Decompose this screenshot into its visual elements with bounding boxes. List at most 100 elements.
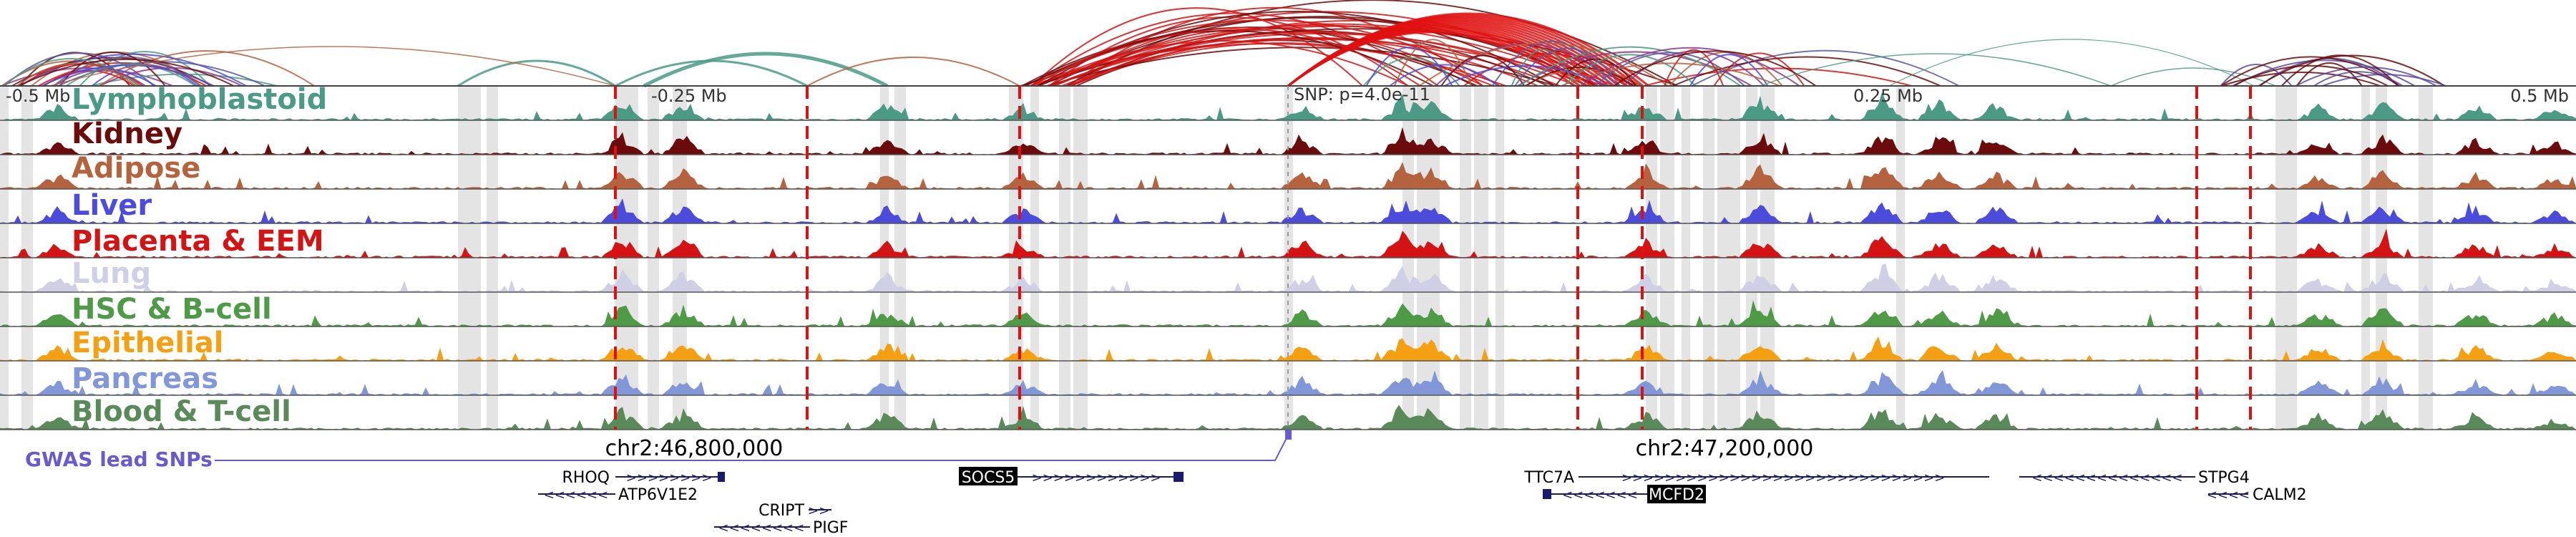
loop-arc-113 — [2321, 74, 2446, 87]
exon-mcfd2 — [1543, 489, 1551, 499]
loop-arc-75 — [1526, 66, 1634, 87]
loop-arc-87 — [1517, 51, 1752, 87]
gene-pigf: <<<<<<<< PIGF — [714, 519, 848, 537]
loop-arc-42 — [1065, 0, 1678, 87]
loop-arc-14 — [98, 50, 315, 87]
loop-arc-46 — [1020, 39, 1605, 87]
signal-2 — [0, 162, 2576, 189]
gene-label-bg-mcfd2 — [1647, 485, 1706, 503]
loop-arc-95 — [1394, 39, 1473, 87]
strand-arrows-cript: >> — [808, 503, 829, 518]
loop-arc-22 — [19, 58, 235, 87]
gene-annotations: RHOQ >>>>>>>> <<<<<< ATP6V1E2 CRIPT >> <… — [538, 467, 2307, 537]
track-label-lung: Lung — [72, 257, 151, 290]
axis-right-label: 0.5 Mb — [2510, 86, 2569, 106]
snp-pvalue-label: SNP: p=4.0e-11 — [1294, 84, 1430, 105]
loop-arc-117 — [2313, 71, 2404, 87]
gene-mcfd2: <<<<<<< MCFD2 — [1543, 485, 1706, 504]
gene-label-ttc7a: TTC7A — [1523, 469, 1574, 487]
loop-arc-47 — [1071, 29, 1421, 87]
loop-arc-94 — [1623, 50, 1765, 87]
strand-arrows-pigf: <<<<<<<< — [718, 521, 805, 536]
chromatin-loop-arcs — [1, 0, 2446, 88]
snp-marker-lines — [614, 86, 2252, 430]
distance-axis: -0.5 Mb -0.25 Mb SNP: p=4.0e-11 0.25 Mb … — [6, 84, 2569, 106]
loop-arc-24 — [41, 64, 215, 87]
loop-arc-10 — [19, 53, 247, 87]
loop-arc-52 — [1036, 40, 1409, 87]
loop-arc-91 — [1365, 47, 1453, 87]
loop-arc-116 — [2280, 54, 2399, 87]
axis-left-label: -0.5 Mb — [6, 86, 70, 106]
gwas-label: GWAS lead SNPs — [25, 448, 213, 471]
track-label-pancreas: Pancreas — [72, 362, 218, 395]
loop-arc-98 — [1689, 54, 1769, 87]
coordinate-right: chr2:47,200,000 — [1636, 436, 1814, 461]
axis-mid-right-label: 0.25 Mb — [1853, 86, 1923, 106]
loop-arc-101 — [1580, 47, 1800, 87]
loop-arc-20 — [54, 69, 146, 87]
signal-8 — [0, 369, 2576, 395]
loop-arc-96 — [1672, 56, 1941, 87]
signal-3 — [0, 198, 2576, 223]
track-label-lymphoblastoid: Lymphoblastoid — [72, 83, 327, 116]
gene-label-pigf: PIGF — [813, 519, 848, 537]
loop-arc-93 — [1594, 52, 1745, 87]
loop-arc-25 — [457, 59, 616, 87]
loop-arc-29 — [49, 46, 616, 87]
gwas-snp-marker — [1285, 430, 1292, 440]
track-label-hsc-bcell: HSC & B-cell — [72, 293, 272, 326]
gene-socs5: SOCS5 >>>>>>>>>>>> — [959, 467, 1184, 487]
loop-arc-110 — [2221, 71, 2381, 87]
loop-arc-90 — [1518, 46, 1741, 87]
loop-arc-105 — [2110, 67, 2276, 87]
strand-arrows-atp6v1e2: <<<<<< — [544, 488, 609, 503]
gwas-connector-line — [215, 435, 1289, 461]
signal-5 — [0, 263, 2576, 292]
strand-arrows-rhoq: >>>>>>>> — [626, 470, 713, 485]
loop-arc-6 — [1, 67, 173, 87]
track-label-liver: Liver — [72, 189, 152, 222]
strand-arrows-mcfd2: <<<<<<< — [1562, 488, 1638, 503]
loop-arc-103 — [1613, 50, 1817, 87]
loop-arc-13 — [99, 67, 243, 87]
loop-arc-43 — [1038, 24, 1596, 87]
gene-ttc7a: TTC7A >>>>>>>>>>>>>>>>>>>>>>>>>>>>>> — [1523, 469, 1989, 487]
loop-arc-23 — [66, 63, 196, 87]
track-label-epithelial: Epithelial — [72, 326, 224, 359]
gene-label-stpg4: STPG4 — [2198, 469, 2250, 487]
strand-arrows-stpg4: <<<<<<<<<<<<<< — [2031, 470, 2182, 485]
loop-arc-48 — [1021, 30, 1434, 87]
gene-label-mcfd2: MCFD2 — [1649, 486, 1704, 504]
signal-6 — [0, 300, 2576, 326]
track-label-adipose: Adipose — [72, 152, 200, 185]
gene-stpg4: <<<<<<<<<<<<<< STPG4 — [2019, 469, 2250, 487]
signal-7 — [0, 336, 2576, 361]
gene-cript: CRIPT >> — [758, 502, 831, 520]
track-label-placenta-eem: Placenta & EEM — [72, 225, 324, 258]
loop-arc-115 — [2296, 66, 2437, 87]
track-label-kidney: Kidney — [72, 117, 182, 150]
signal-1 — [0, 127, 2576, 155]
axis-mid-left-label: -0.25 Mb — [651, 86, 727, 106]
loop-arc-118 — [2232, 64, 2389, 87]
exon-socs5 — [1174, 472, 1184, 482]
gene-label-cript: CRIPT — [758, 502, 804, 520]
gene-label-socs5: SOCS5 — [962, 469, 1015, 487]
track-label-blood-tcell: Blood & T-cell — [72, 395, 291, 428]
loop-arc-58 — [1030, 26, 1483, 87]
loop-arc-102 — [1561, 62, 1780, 87]
loop-arc-99 — [1664, 49, 1724, 87]
gene-label-atp6v1e2: ATP6V1E2 — [618, 486, 698, 504]
loop-arc-112 — [2258, 54, 2445, 87]
loop-arc-104 — [1760, 53, 2112, 87]
loop-arc-21 — [16, 62, 137, 87]
loop-arc-39 — [1046, 47, 1556, 87]
loop-arc-106 — [1888, 39, 2255, 87]
loop-arc-59 — [1031, 19, 1501, 87]
loop-arc-97 — [1563, 54, 1697, 87]
loop-arc-77 — [1389, 64, 1498, 87]
loop-arc-15 — [59, 52, 166, 87]
track-labels: Lymphoblastoid Kidney Adipose Liver Plac… — [72, 83, 327, 428]
gwas-lead-snps: GWAS lead SNPs — [25, 430, 1292, 471]
